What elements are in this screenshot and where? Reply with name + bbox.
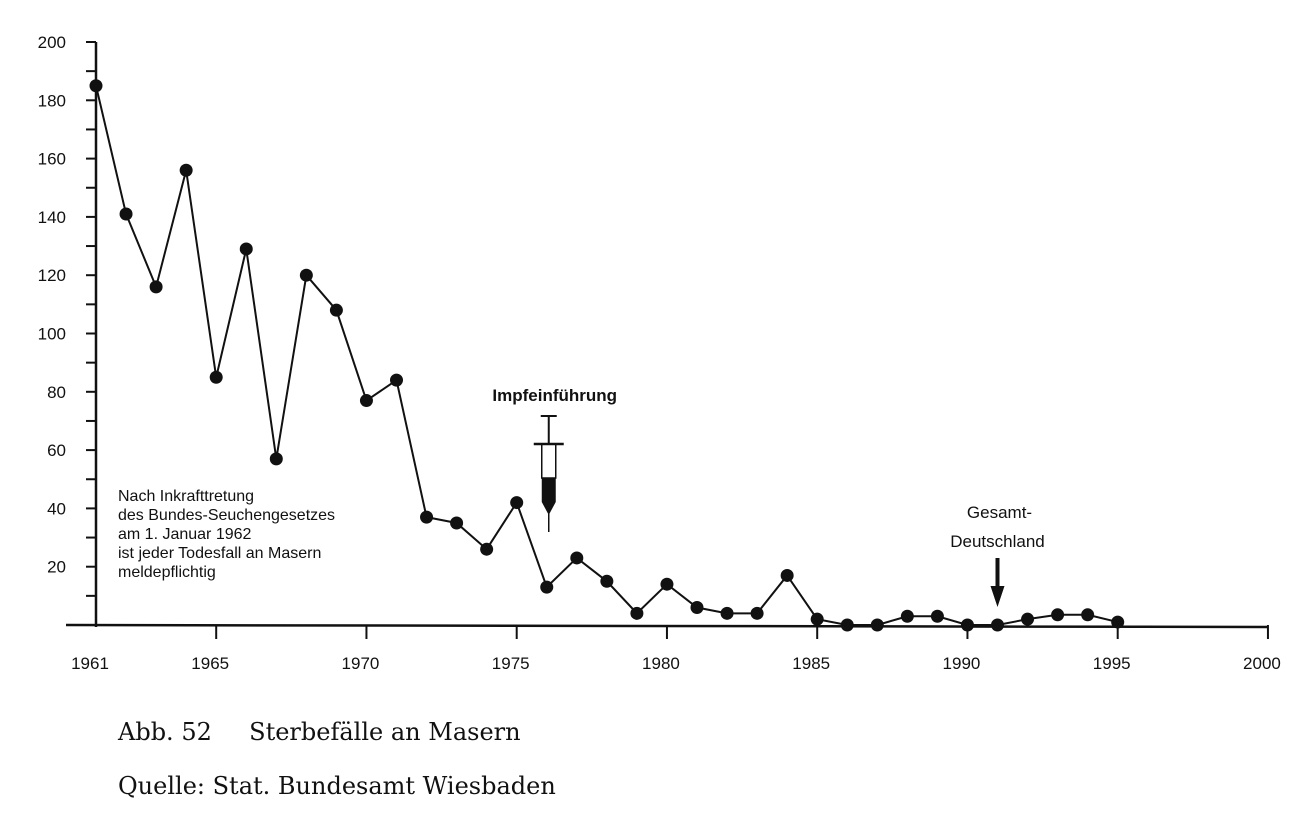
data-point	[750, 606, 764, 620]
data-point	[299, 268, 313, 282]
data-point	[359, 394, 373, 408]
data-point	[930, 609, 944, 623]
y-tick-label: 180	[38, 91, 66, 110]
data-point	[329, 303, 343, 317]
note-line: Nach Inkrafttretung	[118, 488, 255, 505]
x-tick-label: 1980	[642, 654, 680, 673]
y-tick-label: 100	[38, 325, 66, 344]
data-point	[900, 609, 914, 623]
data-point	[179, 163, 193, 177]
data-point	[209, 370, 223, 384]
y-tick-label: 80	[47, 383, 66, 402]
note-line: des Bundes-Seuchengesetzes	[118, 507, 336, 524]
data-point	[570, 551, 584, 565]
data-point	[450, 516, 464, 530]
x-tick-label: 1965	[191, 654, 229, 673]
data-point	[510, 496, 524, 510]
figure-number: Abb. 52	[118, 718, 212, 746]
figure-title: Sterbefälle an Masern	[249, 718, 521, 746]
data-point	[720, 606, 734, 620]
data-point	[1021, 612, 1035, 626]
x-tick-label: 2000	[1243, 654, 1281, 673]
x-tick-label: 1970	[342, 654, 380, 673]
data-point	[269, 452, 283, 466]
data-point	[840, 618, 854, 632]
data-point	[480, 542, 494, 556]
data-point	[1051, 608, 1065, 622]
y-tick-label: 200	[38, 33, 66, 52]
data-point	[149, 280, 163, 294]
figure-source: Quelle: Stat. Bundesamt Wiesbaden	[118, 772, 556, 800]
data-point	[690, 601, 704, 615]
reunification-label-2: Deutschland	[950, 532, 1045, 551]
y-tick-label: 140	[38, 208, 66, 227]
data-point	[119, 207, 133, 221]
x-tick-label: 1995	[1093, 654, 1131, 673]
data-point	[600, 574, 614, 588]
y-tick-label: 20	[47, 558, 66, 577]
vaccination-label: Impfeinführung	[492, 386, 617, 405]
data-point	[660, 577, 674, 591]
data-point	[630, 606, 644, 620]
figure-caption: Abb. 52 Sterbefälle an Masern	[118, 718, 521, 746]
x-tick-label: 1961	[71, 654, 109, 673]
data-point	[239, 242, 253, 256]
data-point	[810, 612, 824, 626]
data-point	[780, 568, 794, 582]
data-point	[870, 618, 884, 632]
note-line: am 1. Januar 1962	[118, 526, 252, 543]
x-tick-label: 1990	[943, 654, 981, 673]
syringe-icon	[533, 415, 564, 532]
data-point	[960, 618, 974, 632]
note-line: meldepflichtig	[118, 564, 216, 581]
data-point	[991, 618, 1004, 632]
syringe-fluid	[541, 478, 556, 502]
data-point	[540, 580, 554, 594]
data-point	[390, 373, 403, 387]
data-point	[420, 510, 434, 524]
syringe-barrel	[541, 443, 557, 479]
arrow-head	[990, 586, 1005, 607]
y-tick-label: 120	[38, 266, 66, 285]
y-tick-label: 160	[38, 150, 66, 169]
y-tick-label: 60	[47, 441, 66, 460]
note-line: ist jeder Todesfall an Masern	[118, 545, 322, 562]
data-point	[1081, 608, 1095, 622]
reunification-label-1: Gesamt-	[967, 503, 1032, 522]
x-tick-label: 1975	[492, 654, 530, 673]
y-tick-label: 40	[47, 499, 66, 518]
data-point	[89, 79, 103, 93]
data-point	[1111, 615, 1125, 629]
syringe-tip	[541, 502, 556, 515]
down-arrow-icon	[990, 558, 1005, 607]
reporting-note: Nach Inkrafttretung des Bundes-Seuchenge…	[118, 487, 335, 582]
x-tick-label: 1985	[792, 654, 830, 673]
